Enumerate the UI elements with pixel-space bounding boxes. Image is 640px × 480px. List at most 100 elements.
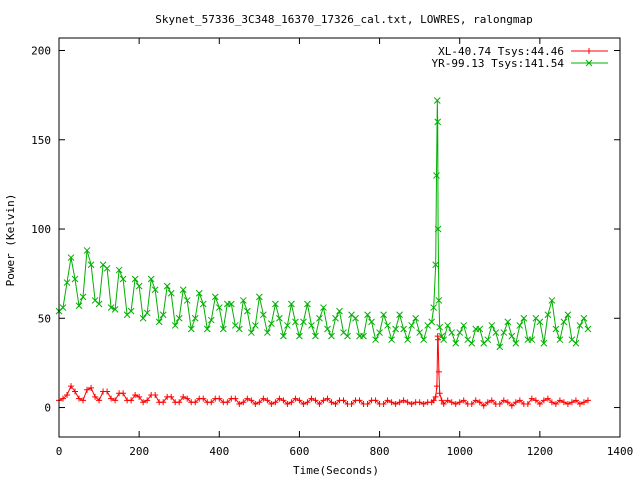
y-axis-ticks: 0 50 100 150 200	[31, 44, 620, 415]
x-tick: 800	[370, 38, 390, 458]
data-point	[92, 393, 99, 400]
x-axis-label: Time(Seconds)	[293, 464, 379, 477]
legend-label-xl: XL-40.74 Tsys:44.46	[438, 45, 564, 58]
data-point	[428, 318, 436, 326]
data-point	[416, 399, 423, 406]
y-tick-label: 50	[38, 312, 51, 325]
data-point	[312, 397, 319, 404]
data-point	[433, 97, 441, 104]
data-point	[272, 300, 279, 308]
data-point	[528, 336, 536, 344]
data-point	[536, 400, 543, 407]
data-point	[107, 304, 115, 311]
data-point	[284, 322, 291, 329]
data-point	[296, 397, 303, 404]
data-point	[67, 254, 75, 261]
data-point	[292, 395, 299, 402]
x-tick: 600	[289, 38, 309, 458]
data-point	[207, 316, 215, 324]
legend-marker-xl	[586, 48, 592, 54]
data-point	[80, 397, 87, 404]
data-point	[560, 318, 568, 326]
data-point	[328, 399, 335, 406]
data-point	[504, 318, 512, 326]
data-point	[264, 397, 271, 404]
data-point	[544, 311, 552, 319]
data-point	[435, 336, 442, 343]
data-point	[160, 399, 167, 406]
data-point	[83, 247, 91, 254]
data-point	[436, 323, 444, 331]
data-point	[552, 400, 559, 407]
data-point	[244, 395, 251, 402]
y-tick-label: 150	[31, 134, 51, 147]
data-point	[556, 336, 564, 344]
x-tick: 1200	[527, 38, 553, 458]
data-point	[500, 329, 508, 336]
data-point	[408, 322, 415, 329]
data-point	[64, 392, 71, 399]
data-point	[336, 307, 343, 315]
data-point	[191, 314, 199, 322]
data-point	[512, 339, 520, 347]
data-point	[432, 261, 440, 269]
data-point	[564, 311, 572, 319]
data-point	[135, 282, 143, 290]
x-tick: 0	[56, 38, 62, 458]
data-point	[87, 261, 95, 269]
data-point	[219, 325, 227, 333]
data-point	[433, 383, 440, 390]
data-point	[452, 400, 459, 407]
data-point	[348, 400, 355, 407]
data-point	[316, 314, 323, 322]
data-point	[131, 275, 139, 283]
data-point	[187, 325, 195, 333]
data-point	[416, 329, 423, 336]
data-point	[444, 397, 451, 404]
data-point	[235, 325, 243, 333]
data-point	[488, 397, 495, 404]
data-point	[368, 318, 375, 326]
data-point	[532, 397, 539, 404]
data-point	[444, 322, 452, 329]
data-point	[252, 400, 259, 407]
data-point	[260, 395, 267, 402]
data-point	[560, 399, 567, 406]
data-point	[332, 400, 339, 407]
data-point	[176, 399, 183, 406]
data-point	[155, 318, 163, 326]
data-point	[456, 329, 464, 336]
legend-label-yr: YR-99.13 Tsys:141.54	[432, 57, 565, 70]
data-point	[284, 400, 291, 407]
data-point	[280, 332, 287, 340]
x-tick: 200	[129, 38, 149, 458]
data-point	[88, 384, 95, 391]
data-point	[584, 397, 591, 404]
x-tick-label: 800	[370, 445, 390, 458]
data-point	[352, 314, 359, 322]
data-point	[480, 402, 487, 409]
data-point	[420, 336, 428, 344]
data-point	[200, 395, 207, 402]
data-point	[60, 395, 67, 402]
data-point	[120, 390, 127, 397]
data-point	[512, 399, 519, 406]
x-tick: 1000	[446, 38, 473, 458]
x-tick-label: 1000	[446, 445, 473, 458]
data-point	[438, 332, 446, 340]
data-point	[115, 266, 123, 274]
data-point	[572, 397, 579, 404]
data-point	[208, 399, 215, 406]
data-point	[163, 282, 171, 290]
y-tick-label: 200	[31, 44, 51, 57]
data-point	[344, 332, 351, 340]
data-point	[580, 399, 587, 406]
data-point	[216, 395, 223, 402]
data-point	[504, 399, 511, 406]
data-point	[247, 329, 255, 336]
y-tick: 100	[31, 223, 620, 236]
data-point	[448, 399, 455, 406]
data-point	[227, 300, 235, 308]
data-point	[516, 322, 524, 329]
data-point	[508, 332, 516, 340]
